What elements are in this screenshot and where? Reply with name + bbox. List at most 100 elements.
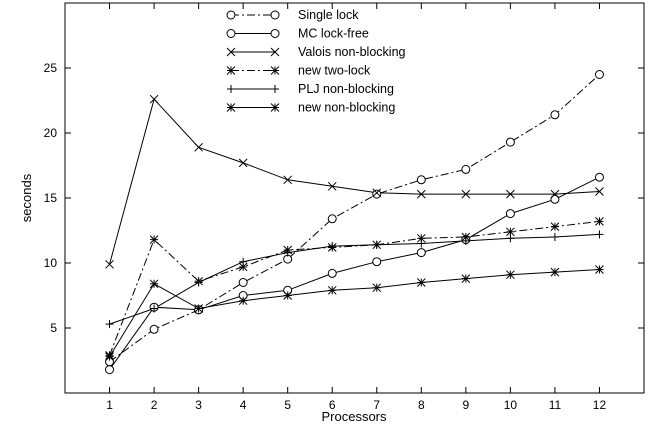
data-point [283, 291, 293, 300]
data-point [238, 158, 248, 168]
data-point [194, 142, 203, 152]
data-point [372, 257, 382, 267]
data-point [416, 175, 426, 185]
data-point [327, 268, 337, 278]
data-point [550, 267, 560, 277]
legend-marker [270, 66, 280, 75]
data-point [595, 265, 604, 274]
x-tick-label: 11 [549, 398, 562, 412]
data-point [194, 278, 203, 287]
legend-label: Single lock [298, 8, 359, 22]
legend-label: MC lock-free [298, 27, 369, 41]
data-point [595, 187, 604, 196]
data-point [238, 278, 248, 287]
x-axis-label: Processors [321, 409, 387, 424]
data-point [595, 230, 604, 239]
y-tick-label: 5 [50, 321, 57, 335]
data-point [594, 172, 604, 182]
data-point [105, 320, 114, 329]
series-markers [105, 70, 604, 375]
x-tick-label: 5 [284, 398, 291, 412]
x-tick-label: 6 [329, 398, 336, 412]
legend-marker [270, 47, 280, 57]
data-point [550, 194, 560, 204]
x-tick-label: 9 [463, 398, 470, 412]
series-line-4 [109, 233, 600, 325]
data-point [550, 222, 560, 231]
series-line-0 [109, 74, 600, 363]
x-tick-label: 1 [106, 398, 113, 412]
legend-marker [226, 10, 236, 20]
x-tick-label: 3 [195, 398, 202, 412]
data-point [105, 259, 114, 269]
legend: Single lock MC lock-free Valois non-blocki… [226, 8, 406, 115]
data-point [416, 233, 426, 243]
data-point [194, 304, 203, 313]
x-tick-label: 4 [240, 398, 247, 412]
data-point [505, 209, 515, 219]
data-point [505, 137, 515, 147]
data-point [149, 94, 159, 104]
data-point [461, 236, 470, 245]
y-tick-label: 15 [44, 191, 58, 205]
legend-label: Valois non-blocking [298, 45, 406, 59]
data-point [506, 234, 515, 243]
series-lines [109, 74, 600, 370]
legend-marker [270, 29, 280, 38]
series-line-5 [109, 269, 600, 357]
data-point [328, 242, 337, 251]
data-point [416, 248, 426, 258]
data-point [594, 70, 604, 79]
data-point [372, 189, 382, 199]
data-point [416, 278, 426, 287]
legend-label: new non-blocking [298, 101, 395, 115]
data-point [372, 188, 382, 198]
x-tick-label: 12 [593, 398, 607, 412]
data-point [372, 240, 381, 249]
y-axis-label: seconds [19, 173, 34, 222]
y-tick-label: 25 [44, 61, 58, 75]
legend-label: new two-lock [298, 64, 371, 78]
data-point [283, 175, 293, 185]
data-point [105, 365, 115, 375]
x-tick-label: 10 [504, 398, 518, 412]
data-point [239, 257, 248, 266]
data-point [550, 110, 560, 120]
data-point [506, 270, 515, 280]
series-line-2 [109, 98, 600, 265]
y-tick-label: 20 [44, 126, 58, 140]
data-point [506, 189, 515, 199]
legend-marker [270, 10, 280, 20]
data-point [416, 189, 426, 199]
data-point [283, 248, 292, 257]
legend-marker [226, 29, 236, 38]
data-point [327, 285, 337, 295]
legend-marker [226, 103, 236, 112]
series-line-3 [109, 220, 600, 356]
legend-marker [227, 85, 235, 93]
data-point [238, 296, 248, 306]
x-tick-label: 2 [151, 398, 158, 412]
legend-marker [270, 103, 280, 112]
y-tick-label: 10 [44, 256, 58, 270]
data-point [327, 214, 337, 224]
series-line-1 [109, 176, 600, 370]
x-tick-label: 8 [418, 398, 425, 412]
data-point [372, 283, 382, 293]
data-point [150, 304, 159, 313]
data-point [550, 233, 559, 241]
data-point [149, 279, 159, 289]
data-point [149, 324, 159, 334]
data-point [550, 189, 560, 199]
data-point [417, 239, 426, 248]
legend-marker [226, 47, 236, 57]
data-point [461, 164, 471, 174]
legend-label: PLJ non-blocking [298, 82, 394, 96]
data-point [327, 181, 337, 191]
data-point [461, 274, 471, 283]
x-tick-label: 7 [373, 398, 380, 412]
data-point [461, 189, 471, 199]
legend-marker [271, 85, 279, 93]
